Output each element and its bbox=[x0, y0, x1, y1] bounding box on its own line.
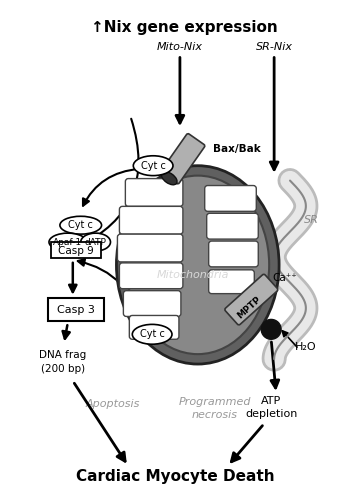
Text: Mitochondria: Mitochondria bbox=[157, 270, 229, 280]
Ellipse shape bbox=[49, 233, 87, 251]
FancyBboxPatch shape bbox=[51, 242, 101, 258]
FancyBboxPatch shape bbox=[207, 214, 258, 239]
Ellipse shape bbox=[133, 156, 173, 176]
Circle shape bbox=[261, 320, 281, 340]
Ellipse shape bbox=[161, 172, 177, 185]
Text: MPTP: MPTP bbox=[236, 294, 263, 320]
FancyBboxPatch shape bbox=[48, 298, 103, 322]
FancyBboxPatch shape bbox=[125, 178, 183, 206]
Text: ↑Nix gene expression: ↑Nix gene expression bbox=[92, 20, 278, 35]
Text: SR: SR bbox=[304, 215, 319, 225]
Text: Cyt c: Cyt c bbox=[140, 330, 164, 340]
Ellipse shape bbox=[126, 176, 269, 354]
Text: depletion: depletion bbox=[245, 408, 297, 418]
Text: Cardiac Myocyte Death: Cardiac Myocyte Death bbox=[76, 468, 274, 483]
Text: H₂O: H₂O bbox=[295, 342, 317, 352]
FancyBboxPatch shape bbox=[209, 270, 254, 293]
Text: ATP: ATP bbox=[261, 396, 281, 406]
Text: Apoptosis: Apoptosis bbox=[85, 398, 140, 408]
FancyBboxPatch shape bbox=[205, 186, 256, 212]
Text: Cyt c: Cyt c bbox=[68, 220, 93, 230]
FancyBboxPatch shape bbox=[119, 263, 183, 288]
Text: necrosis: necrosis bbox=[192, 410, 238, 420]
Text: Casp 3: Casp 3 bbox=[57, 304, 95, 314]
Text: Mito-Nix: Mito-Nix bbox=[157, 42, 203, 51]
FancyBboxPatch shape bbox=[209, 241, 258, 267]
FancyBboxPatch shape bbox=[225, 274, 278, 325]
Text: Programmed: Programmed bbox=[178, 396, 251, 406]
Text: SR-Nix: SR-Nix bbox=[256, 42, 293, 51]
FancyBboxPatch shape bbox=[129, 316, 179, 340]
FancyBboxPatch shape bbox=[119, 206, 183, 234]
Text: DNA frag: DNA frag bbox=[39, 350, 86, 360]
Text: Cyt c: Cyt c bbox=[141, 160, 165, 170]
Ellipse shape bbox=[116, 166, 279, 364]
Ellipse shape bbox=[81, 233, 111, 251]
Text: (200 bp): (200 bp) bbox=[41, 364, 85, 374]
Ellipse shape bbox=[60, 216, 102, 234]
Text: Bax/Bak: Bax/Bak bbox=[213, 144, 260, 154]
Text: Apaf-1: Apaf-1 bbox=[53, 238, 82, 246]
FancyBboxPatch shape bbox=[123, 290, 181, 316]
FancyBboxPatch shape bbox=[117, 234, 183, 262]
Text: Ca⁺⁺: Ca⁺⁺ bbox=[273, 273, 297, 283]
Ellipse shape bbox=[132, 324, 172, 344]
FancyBboxPatch shape bbox=[161, 134, 205, 184]
Text: Casp 9: Casp 9 bbox=[58, 246, 94, 256]
Text: dATP: dATP bbox=[85, 238, 106, 246]
